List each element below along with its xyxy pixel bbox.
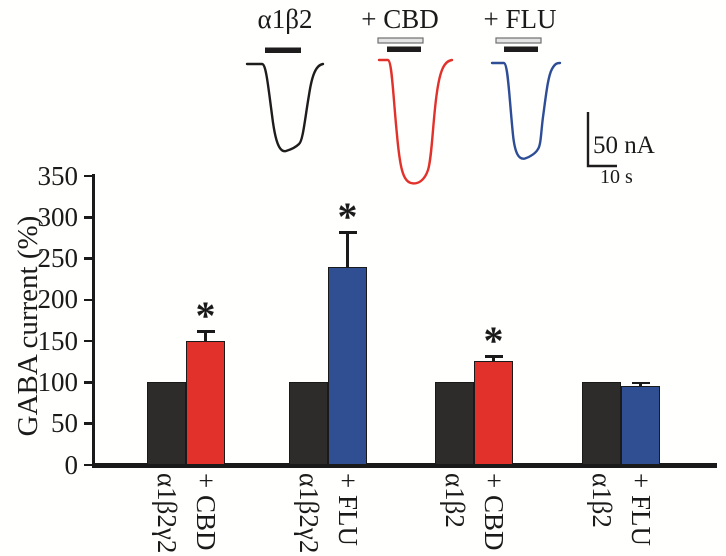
error-bar-cap	[484, 355, 503, 358]
scalebar-time-label: 10 s	[600, 166, 633, 188]
drug-application-bar-cbd	[377, 37, 424, 44]
trace-cbd	[377, 58, 454, 185]
error-bar	[346, 231, 349, 267]
drug-application-bar-flu	[495, 37, 542, 44]
significance-asterisk: *	[337, 194, 358, 240]
x-tick-label: α1β2γ2	[294, 473, 324, 554]
bar-black	[289, 382, 328, 465]
x-tick-label: α1β2	[587, 473, 617, 528]
bar-red	[474, 360, 513, 465]
bar-blue	[621, 385, 660, 465]
significance-asterisk: *	[195, 293, 216, 339]
x-tick-label: + FLU	[333, 473, 363, 546]
x-tick-label: + FLU	[626, 473, 656, 546]
y-tick-label: 100	[37, 366, 79, 397]
current-traces-graphic	[245, 37, 617, 185]
error-bar-cap	[631, 381, 650, 385]
trace-label-flu: + FLU	[483, 4, 557, 34]
bar-black	[582, 382, 621, 465]
y-tick	[84, 174, 93, 178]
y-tick-label: 300	[37, 201, 79, 232]
scale-bar	[586, 112, 617, 168]
gaba-application-bar-cbd	[387, 46, 421, 52]
scalebar-current-label: 50 nA	[593, 132, 655, 159]
bar-black	[435, 382, 474, 465]
y-tick-label: 150	[37, 325, 79, 356]
error-bar	[204, 330, 207, 342]
y-tick	[84, 463, 93, 467]
x-tick-label: α1β2γ2	[152, 473, 182, 554]
trace-a1b2	[245, 62, 325, 153]
y-tick	[84, 422, 93, 425]
gaba-application-bar-flu	[504, 46, 538, 52]
x-tick-label: α1β2	[440, 473, 470, 528]
significance-asterisk: *	[483, 318, 504, 364]
y-tick	[84, 298, 93, 302]
error-bar	[492, 355, 495, 361]
y-tick-label: 250	[37, 243, 79, 274]
y-tick-label: 0	[64, 449, 79, 480]
x-tick-label: + CBD	[191, 473, 221, 551]
trace-flu	[490, 61, 562, 160]
bar-blue	[328, 266, 367, 465]
gaba-application-bar-a1b2	[265, 47, 301, 53]
trace-label-a1b2: α1β2	[257, 4, 313, 34]
bar-black	[147, 382, 186, 465]
y-tick	[84, 339, 93, 343]
bar-red	[186, 341, 225, 465]
x-axis-line	[92, 463, 717, 468]
y-axis-line	[92, 174, 95, 466]
error-bar-cap	[338, 231, 357, 234]
trace-label-cbd: + CBD	[361, 4, 439, 34]
y-tick-label: 350	[37, 160, 79, 191]
y-tick	[84, 215, 93, 219]
y-tick-label: 200	[37, 284, 79, 315]
x-tick-label: + CBD	[479, 473, 509, 551]
y-tick-label: 50	[51, 408, 78, 439]
y-tick	[84, 381, 93, 384]
y-tick	[84, 257, 93, 260]
error-bar-cap	[196, 330, 215, 333]
